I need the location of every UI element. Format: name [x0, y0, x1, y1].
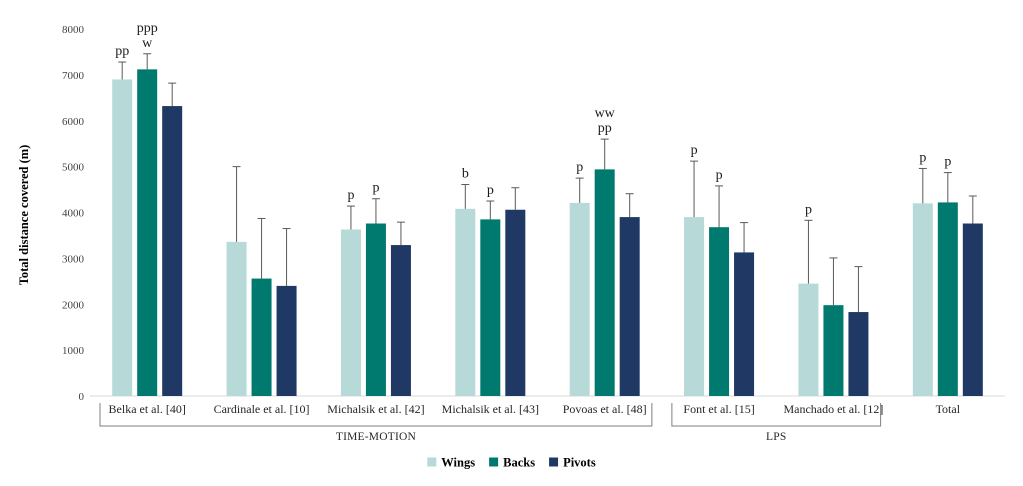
significance-label: p	[576, 160, 583, 175]
y-tick-label: 7000	[62, 70, 85, 82]
x-tick-label: Manchado et al. [12]	[783, 402, 883, 416]
bar-pivots	[962, 223, 983, 396]
x-tick-label: Povoas et al. [48]	[563, 402, 647, 416]
significance-label: p	[805, 202, 812, 217]
bar-backs	[594, 169, 615, 396]
significance-label: w	[142, 36, 153, 51]
group-bracket	[99, 403, 653, 427]
y-tick-label: 3000	[62, 253, 85, 265]
x-tick-label: Cardinale et al. [10]	[214, 402, 310, 416]
significance-label: pp	[115, 44, 129, 59]
x-tick-label: Michalsik et al. [43]	[442, 402, 539, 416]
bar-wings	[340, 229, 361, 396]
bar-wings	[798, 283, 819, 396]
bar-wings	[684, 217, 705, 396]
bar-backs	[251, 278, 272, 396]
y-tick-label: 8000	[62, 24, 85, 36]
significance-label: p	[372, 181, 379, 196]
significance-label: p	[944, 155, 951, 170]
group-label: LPS	[766, 431, 786, 443]
significance-label: ppp	[137, 21, 158, 36]
x-tick-label: Belka et al. [40]	[109, 402, 186, 416]
y-tick-label: 0	[79, 391, 85, 403]
significance-label: p	[919, 150, 926, 165]
bar-wings	[226, 241, 247, 396]
group-label: TIME-MOTION	[336, 431, 417, 443]
bar-backs	[937, 202, 958, 396]
bar-pivots	[162, 106, 183, 396]
significance-label: b	[462, 167, 469, 182]
legend-label: Pivots	[563, 456, 596, 470]
bar-pivots	[734, 252, 755, 396]
significance-label: p	[347, 188, 354, 203]
bar-wings	[912, 203, 933, 396]
x-tick-label: Total	[936, 402, 961, 416]
significance-label: pp	[598, 121, 612, 136]
y-tick-label: 2000	[62, 299, 85, 311]
x-tick-label: Font et al. [15]	[683, 402, 754, 416]
significance-label: p	[487, 183, 494, 198]
legend-swatch-pivots	[549, 457, 559, 467]
legend-swatch-backs	[489, 457, 499, 467]
bar-pivots	[505, 209, 526, 396]
y-tick-label: 1000	[62, 345, 85, 357]
bar-backs	[480, 219, 501, 396]
significance-label: ww	[595, 106, 616, 121]
legend: Wings Backs Pivots	[427, 456, 596, 470]
bar-wings	[455, 208, 476, 396]
legend-swatch-wings	[427, 457, 437, 467]
bar-backs	[365, 223, 386, 396]
bar-pivots	[619, 217, 640, 396]
bar-backs	[137, 69, 158, 397]
y-tick-label: 5000	[62, 162, 85, 174]
y-tick-label: 4000	[62, 208, 85, 220]
bar-pivots	[848, 312, 869, 396]
significance-label: p	[691, 143, 698, 158]
x-tick-label: Michalsik et al. [42]	[327, 402, 424, 416]
bar-backs	[709, 227, 730, 396]
y-axis-label: Total distance covered (m)	[17, 145, 31, 286]
significance-label: p	[716, 168, 723, 183]
bar-wings	[112, 79, 133, 397]
legend-label: Backs	[503, 456, 535, 470]
plot-area: 010002000300040005000600070008000pppppwB…	[62, 21, 1005, 443]
y-tick-label: 6000	[62, 116, 85, 128]
group-bracket	[671, 403, 882, 427]
bar-pivots	[390, 245, 411, 396]
legend-label: Wings	[441, 456, 475, 470]
bar-backs	[823, 305, 844, 396]
bar-wings	[569, 202, 590, 396]
bar-pivots	[276, 285, 297, 396]
